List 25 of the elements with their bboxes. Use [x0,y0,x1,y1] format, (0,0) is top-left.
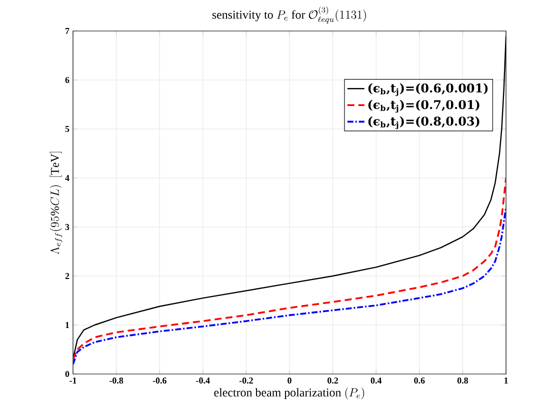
legend-label: (ϵ$_{b}$,t$_{j}$)=(0.6,0.001) [368,83,488,96]
x-tick-label: 0.2 [328,378,338,384]
y-tick-label: 5 [65,126,70,132]
x-tick-label: -0.6 [152,378,166,384]
y-tick-label: 0 [65,370,70,378]
y-tick-label: 7 [66,28,70,34]
y-tick-label: 2 [65,273,70,279]
y-tick-label: 4 [65,175,70,181]
x-tick-label: 0.8 [457,378,468,384]
y-tick-label: 1 [66,322,70,328]
x-tick-label: 0.4 [370,378,382,384]
x-tick-label: 0.6 [414,378,425,384]
chart-title: $\text{sensitivity to } P_e \text{ for } \mathcal{O}^{(3)}_{\ell equ}(1131)$ [212,6,366,24]
legend-label: (ϵ$_{b}$,t$_{j}$)=(0.8,0.03) [368,116,480,130]
x-tick-label: -0.2 [239,378,253,384]
x-axis-title: $\text{electron beam polarization } (P_e)$ [214,387,364,400]
x-tick-label: -1 [70,378,76,384]
y-axis-title: $\Lambda_{eff}(95\%CL)\ \ \mathrm{[TeV]}$ [50,152,62,254]
x-tick-label: -0.4 [196,378,210,384]
y-tick-label: 3 [65,224,70,230]
y-tick-label: 6 [65,76,70,84]
x-tick-label: -0.8 [110,378,124,384]
x-tick-label: 0 [288,378,292,384]
x-tick-label: 1 [504,378,508,384]
legend-label: (ϵ$_{b}$,t$_{j}$)=(0.7,0.01) [368,100,480,113]
